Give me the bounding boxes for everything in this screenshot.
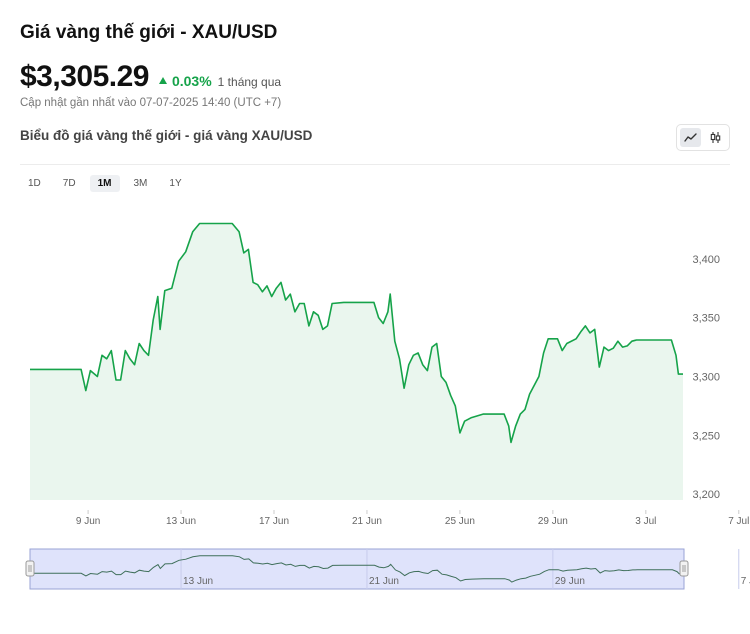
y-tick-label: 3,400: [692, 254, 720, 266]
navigator-tick-label: 13 Jun: [183, 576, 213, 587]
y-tick-label: 3,250: [692, 430, 720, 442]
current-price: $3,305.29: [20, 60, 149, 93]
x-tick-label: 17 Jun: [259, 516, 289, 527]
range-selector: 1D 7D 1M 3M 1Y: [20, 175, 190, 192]
y-tick-label: 3,350: [692, 313, 720, 325]
last-updated: Cập nhật gần nhất vào 07-07-2025 14:40 (…: [20, 97, 282, 109]
navigator-line: [30, 555, 684, 583]
x-tick-label: 3 Jul: [635, 516, 656, 527]
view-toggle: [676, 124, 730, 151]
x-tick-label: 25 Jun: [445, 516, 475, 527]
line-chart-icon[interactable]: [680, 128, 701, 147]
chart-title: Biểu đồ giá vàng thế giới - giá vàng XAU…: [20, 128, 313, 143]
navigator-handle-right[interactable]: [679, 560, 689, 577]
candlestick-icon[interactable]: [705, 128, 726, 147]
page-title: Giá vàng thế giới - XAU/USD: [20, 22, 278, 43]
y-tick-label: 3,300: [692, 371, 720, 383]
divider: [20, 164, 730, 165]
price-line: [30, 222, 683, 444]
x-tick-label: 29 Jun: [538, 516, 568, 527]
navigator: [29, 548, 685, 590]
x-tick-label: 9 Jun: [76, 516, 100, 527]
range-7d[interactable]: 7D: [62, 178, 76, 189]
price-row: $3,305.29 0.03% 1 tháng qua: [20, 60, 281, 94]
change-period: 1 tháng qua: [217, 75, 282, 89]
range-1m[interactable]: 1M: [89, 175, 120, 192]
navigator-tick-label: 7 Jul: [741, 576, 750, 587]
up-arrow-icon: [158, 77, 167, 84]
navigator-handle-left[interactable]: [25, 560, 35, 577]
price-area: [30, 223, 683, 500]
navigator-tick-label: 21 Jun: [369, 576, 399, 587]
change-percent: 0.03%: [171, 73, 212, 89]
range-1d[interactable]: 1D: [28, 178, 41, 189]
navigator-tick-label: 29 Jun: [555, 576, 585, 587]
price-chart[interactable]: 3,200 3,250 3,300 3,350 3,400 9 Jun 13 Jun 17 J…: [0, 200, 750, 600]
price-change: 0.03% 1 tháng qua: [158, 73, 282, 89]
x-tick-label: 13 Jun: [166, 516, 196, 527]
x-tick-label: 7 Jul: [728, 516, 749, 527]
range-3m[interactable]: 3M: [133, 178, 148, 189]
y-tick-label: 3,200: [692, 489, 720, 501]
range-1y[interactable]: 1Y: [169, 178, 182, 189]
x-tick-label: 21 Jun: [352, 516, 382, 527]
